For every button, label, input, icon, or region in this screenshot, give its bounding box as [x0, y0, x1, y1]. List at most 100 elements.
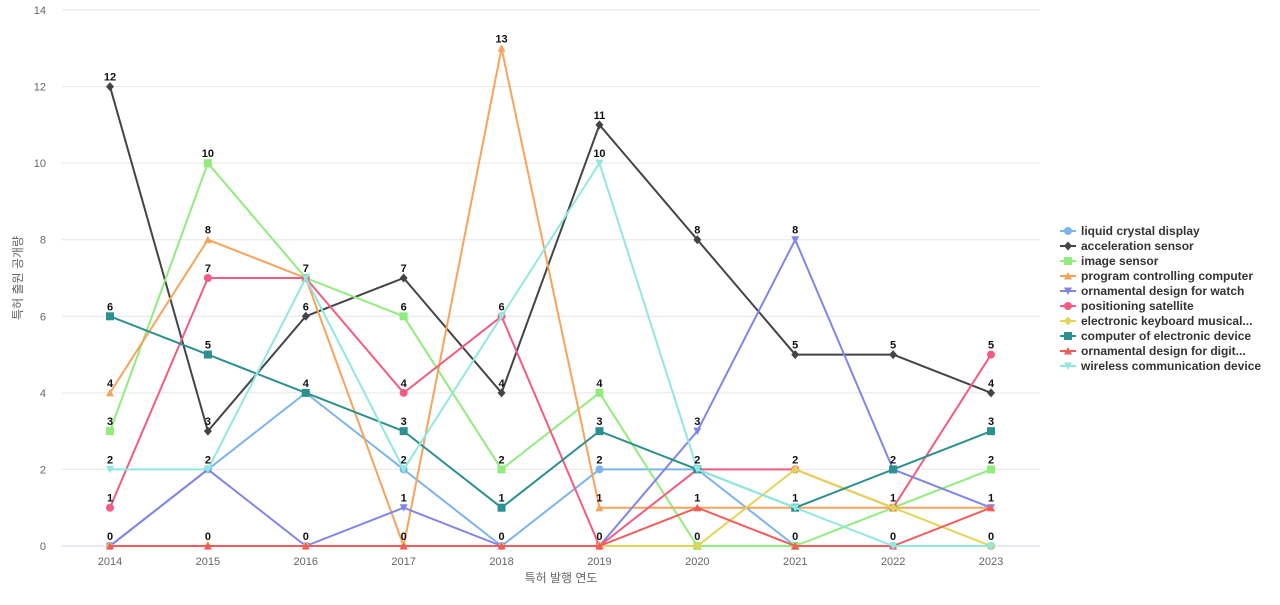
point-acceleration-sensor-2018[interactable] — [497, 388, 506, 398]
legend-item-acceleration-sensor[interactable]: acceleration sensor — [1060, 239, 1194, 253]
point-positioning-satellite-2017[interactable] — [399, 388, 408, 397]
point-computer-of-electronic-device-2016[interactable] — [301, 388, 310, 397]
point-acceleration-sensor-2021[interactable] — [791, 350, 800, 360]
point-computer-of-electronic-device-2017[interactable] — [399, 427, 408, 436]
series-computer-of-electronic-device — [106, 312, 995, 512]
point-ornamental-design-for-digit-2023[interactable] — [987, 503, 995, 512]
point-wireless-communication-device-2020[interactable] — [693, 465, 702, 474]
legend-item-ornamental-design-for-watch[interactable]: ornamental design for watch — [1060, 284, 1244, 298]
point-computer-of-electronic-device-2023[interactable] — [987, 427, 995, 436]
point-image-sensor-2014[interactable] — [106, 427, 114, 436]
data-label-wireless-communication-device-2019: 10 — [593, 148, 605, 160]
point-image-sensor-2019[interactable] — [595, 388, 604, 397]
point-program-controlling-computer-2019[interactable] — [595, 503, 604, 512]
data-label-acceleration-sensor-2021: 5 — [792, 340, 798, 352]
y-tick-label-0: 0 — [40, 541, 46, 553]
y-tick-labels: 0 2 4 6 8 10 12 14 — [34, 5, 46, 553]
series-line-ornamental-design-for-digit[interactable] — [110, 506, 992, 547]
series-line-wireless-communication-device[interactable] — [110, 162, 991, 547]
point-ornamental-design-for-watch-2017[interactable] — [399, 504, 408, 512]
point-acceleration-sensor-2019[interactable] — [595, 120, 604, 130]
point-computer-of-electronic-device-2019[interactable] — [595, 427, 604, 436]
point-electronic-keyboard-musical-2021[interactable] — [791, 464, 800, 474]
point-image-sensor-2018[interactable] — [497, 465, 506, 474]
data-label-positioning-satellite-2023: 5 — [988, 340, 994, 352]
point-computer-of-electronic-device-2014[interactable] — [106, 312, 114, 321]
point-wireless-communication-device-2015[interactable] — [203, 465, 212, 474]
data-label-acceleration-sensor-2015: 3 — [205, 416, 211, 428]
point-ornamental-design-for-digit-2020[interactable] — [693, 503, 702, 512]
point-ornamental-design-for-digit-2016[interactable] — [301, 542, 310, 550]
point-wireless-communication-device-2022[interactable] — [889, 542, 898, 551]
point-ornamental-design-for-watch-2020[interactable] — [693, 427, 702, 436]
point-ornamental-design-for-watch-2021[interactable] — [791, 236, 800, 244]
legend-label-computer-of-electronic-device: computer of electronic device — [1081, 329, 1251, 343]
point-wireless-communication-device-2021[interactable] — [791, 504, 800, 512]
point-electronic-keyboard-musical-2022[interactable] — [889, 503, 898, 513]
data-label-program-controlling-computer-2018: 13 — [495, 33, 507, 45]
point-ornamental-design-for-digit-2014[interactable] — [106, 542, 114, 550]
data-label-positioning-satellite-2017: 4 — [401, 378, 408, 390]
point-acceleration-sensor-2014[interactable] — [106, 82, 114, 92]
point-positioning-satellite-2015[interactable] — [203, 274, 212, 282]
point-liquid-crystal-display-2019[interactable] — [595, 465, 604, 474]
point-ornamental-design-for-digit-2018[interactable] — [497, 542, 506, 550]
point-ornamental-design-for-digit-2015[interactable] — [203, 542, 212, 550]
point-positioning-satellite-2023[interactable] — [987, 350, 995, 359]
data-label-image-sensor-2015: 10 — [202, 148, 214, 160]
point-program-controlling-computer-2014[interactable] — [106, 388, 114, 397]
point-ornamental-design-for-digit-2021[interactable] — [791, 542, 800, 550]
point-wireless-communication-device-2018[interactable] — [497, 312, 506, 321]
data-label-liquid-crystal-display-2019: 2 — [596, 454, 602, 466]
point-program-controlling-computer-2015[interactable] — [203, 235, 212, 244]
legend-marker-positioning-satellite — [1064, 302, 1072, 310]
point-acceleration-sensor-2022[interactable] — [889, 350, 898, 360]
point-ornamental-design-for-digit-2019[interactable] — [595, 542, 604, 550]
point-acceleration-sensor-2017[interactable] — [399, 273, 408, 283]
point-ornamental-design-for-digit-2017[interactable] — [399, 542, 408, 550]
data-label-liquid-crystal-display-2016: 4 — [303, 378, 310, 390]
data-label-acceleration-sensor-2022: 5 — [890, 340, 896, 352]
legend-label-image-sensor: image sensor — [1081, 254, 1159, 268]
point-acceleration-sensor-2016[interactable] — [301, 311, 310, 321]
point-wireless-communication-device-2014[interactable] — [106, 465, 114, 474]
point-acceleration-sensor-2020[interactable] — [693, 235, 702, 245]
point-acceleration-sensor-2015[interactable] — [203, 426, 212, 436]
point-computer-of-electronic-device-2018[interactable] — [497, 503, 506, 512]
point-image-sensor-2015[interactable] — [203, 159, 212, 168]
legend-item-ornamental-design-for-digit[interactable]: ornamental design for digit... — [1060, 344, 1246, 358]
series-line-positioning-satellite[interactable] — [109, 277, 992, 547]
x-tick-label-2017: 2017 — [391, 556, 415, 568]
point-electronic-keyboard-musical-2020[interactable] — [693, 541, 702, 551]
data-label-electronic-keyboard-musical-2015: 0 — [205, 531, 211, 543]
point-computer-of-electronic-device-2022[interactable] — [889, 465, 898, 474]
legend-item-positioning-satellite[interactable]: positioning satellite — [1060, 299, 1194, 313]
series-ornamental-design-for-digit — [106, 503, 995, 550]
point-wireless-communication-device-2023[interactable] — [987, 542, 995, 551]
series-wireless-communication-device — [106, 159, 995, 551]
data-label-ornamental-design-for-watch-2016: 0 — [303, 531, 309, 543]
point-positioning-satellite-2014[interactable] — [106, 503, 114, 512]
data-label-liquid-crystal-display-2015: 2 — [205, 454, 211, 466]
point-wireless-communication-device-2016[interactable] — [301, 274, 310, 283]
y-tick-label-14: 14 — [34, 5, 46, 17]
data-label-computer-of-electronic-device-2017: 3 — [401, 416, 407, 428]
point-image-sensor-2017[interactable] — [399, 312, 408, 321]
legend-item-program-controlling-computer[interactable]: program controlling computer — [1060, 269, 1253, 283]
x-axis-title: 특허 발행 연도 — [525, 570, 598, 585]
point-image-sensor-2023[interactable] — [987, 465, 995, 474]
legend-item-liquid-crystal-display[interactable]: liquid crystal display — [1060, 224, 1200, 238]
legend-item-computer-of-electronic-device[interactable]: computer of electronic device — [1060, 329, 1251, 343]
series-line-computer-of-electronic-device[interactable] — [109, 315, 992, 509]
series-line-program-controlling-computer[interactable] — [109, 47, 991, 547]
point-wireless-communication-device-2019[interactable] — [595, 159, 604, 168]
legend-marker-electronic-keyboard-musical — [1064, 316, 1072, 326]
point-acceleration-sensor-2023[interactable] — [987, 388, 995, 398]
point-computer-of-electronic-device-2015[interactable] — [203, 350, 212, 359]
series-line-acceleration-sensor[interactable] — [109, 86, 992, 433]
legend-item-electronic-keyboard-musical[interactable]: electronic keyboard musical... — [1060, 314, 1252, 328]
legend-item-wireless-communication-device[interactable]: wireless communication device — [1060, 359, 1261, 373]
point-wireless-communication-device-2017[interactable] — [399, 465, 408, 474]
point-program-controlling-computer-2018[interactable] — [497, 44, 506, 52]
legend-item-image-sensor[interactable]: image sensor — [1060, 254, 1159, 268]
